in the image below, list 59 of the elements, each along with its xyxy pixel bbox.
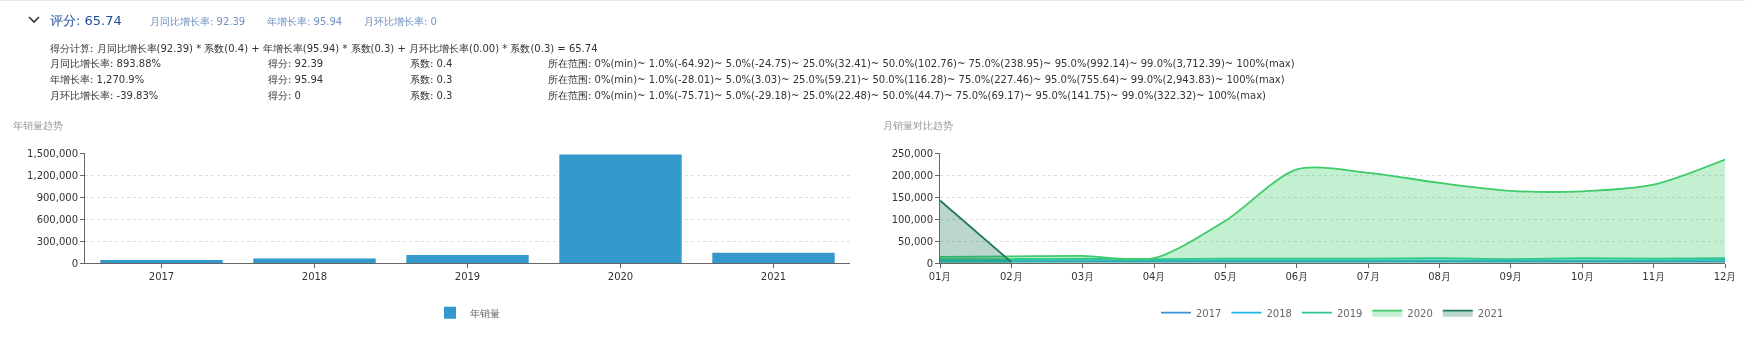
y-tick-label: 0: [926, 257, 933, 269]
legend-label: 年销量: [470, 307, 500, 319]
x-tick-label: 10月: [1570, 271, 1594, 282]
bar: [712, 252, 835, 263]
y-tick-label: 50,000: [898, 235, 933, 247]
text: 所在范围: 0%(min)~ 1.0%(-64.92)~ 5.0%(-24.75)~ 25.0%(32.41)~ 50.0%(102.76)~ 75.0%(238.95)~ 95.0%(992.14)~ 99.0%(3,712.39)~ 100%(max): [548, 57, 1295, 71]
x-tick-label: 01月: [928, 271, 952, 282]
text: 系数: 0.3: [410, 73, 453, 87]
legend-label: 2019: [1336, 307, 1363, 319]
x-tick-label: 2020: [607, 271, 634, 282]
y-tick-label: 150,000: [891, 191, 933, 203]
chart-title: 年销量趋势: [13, 120, 64, 132]
y-tick-label: 900,000: [36, 191, 78, 203]
x-tick-label: 07月: [1356, 271, 1380, 282]
text: 得分: 0: [268, 89, 301, 103]
legend-label: 2020: [1407, 307, 1433, 319]
y-tick-label: 1,200,000: [27, 169, 78, 181]
x-tick-label: 2021: [760, 271, 787, 282]
x-tick-label: 08月: [1428, 271, 1451, 282]
text: 年增长率: 1,270.9%: [50, 73, 145, 87]
y-tick-label: 0: [71, 257, 78, 269]
text: 得分: 95.94: [268, 73, 324, 87]
bar: [559, 154, 682, 263]
x-tick-label: 2019: [454, 271, 481, 282]
bar: [253, 258, 376, 263]
x-tick-label: 02月: [999, 271, 1023, 282]
y-tick-label: 600,000: [36, 213, 78, 225]
y-tick-label: 1,500,000: [27, 147, 78, 159]
x-tick-label: 05月: [1214, 271, 1237, 282]
x-tick-label: 2018: [301, 271, 328, 282]
legend-label: 2021: [1477, 307, 1504, 319]
text: 评分: 65.74: [50, 12, 122, 30]
x-tick-label: 04月: [1142, 271, 1166, 282]
x-tick-label: 09月: [1499, 271, 1523, 282]
text: 月环比增长率: 0: [364, 15, 437, 29]
text: 月环比增长率: -39.83%: [50, 89, 159, 103]
text: 得分: 92.39: [268, 57, 324, 71]
legend-label: 2018: [1266, 307, 1292, 319]
x-tick-label: 06月: [1285, 271, 1309, 282]
y-tick-label: 250,000: [891, 147, 933, 159]
text: 所在范围: 0%(min)~ 1.0%(-75.71)~ 5.0%(-29.18)~ 25.0%(22.48)~ 50.0%(44.7)~ 75.0%(69.17)~ 95.0%(141.75)~ 99.0%(322.32)~ 100%(max): [548, 89, 1266, 103]
text: 月同比增长率: 893.88%: [50, 57, 162, 71]
bar: [100, 260, 223, 263]
text: 所在范围: 0%(min)~ 1.0%(-28.01)~ 5.0%(3.03)~ 25.0%(59.21)~ 50.0%(116.28)~ 75.0%(227.46)~ 95.0%(755.64)~ 99.0%(2,943.83)~ 100%(max): [548, 73, 1285, 87]
y-tick-label: 100,000: [891, 213, 933, 225]
x-tick-label: 2017: [148, 271, 175, 282]
x-tick-label: 11月: [1642, 271, 1666, 282]
x-tick-label: 12月: [1713, 271, 1737, 282]
chart-title: 月销量对比趋势: [883, 120, 954, 132]
text: 得分计算: 月同比增长率(92.39) * 系数(0.4) + 年增长率(95.94) * 系数(0.3) + 月环比增长率(0.00) * 系数(0.3) = 65.74: [50, 42, 598, 56]
text: 月同比增长率: 92.39: [150, 15, 246, 29]
y-tick-label: 200,000: [891, 169, 933, 181]
legend-label: 2017: [1196, 307, 1222, 319]
text: 系数: 0.3: [410, 89, 453, 103]
x-tick-label: 03月: [1071, 271, 1095, 282]
bar: [406, 254, 529, 263]
y-tick-label: 300,000: [36, 235, 78, 247]
text: 系数: 0.4: [410, 57, 453, 71]
text: 年增长率: 95.94: [267, 15, 343, 29]
